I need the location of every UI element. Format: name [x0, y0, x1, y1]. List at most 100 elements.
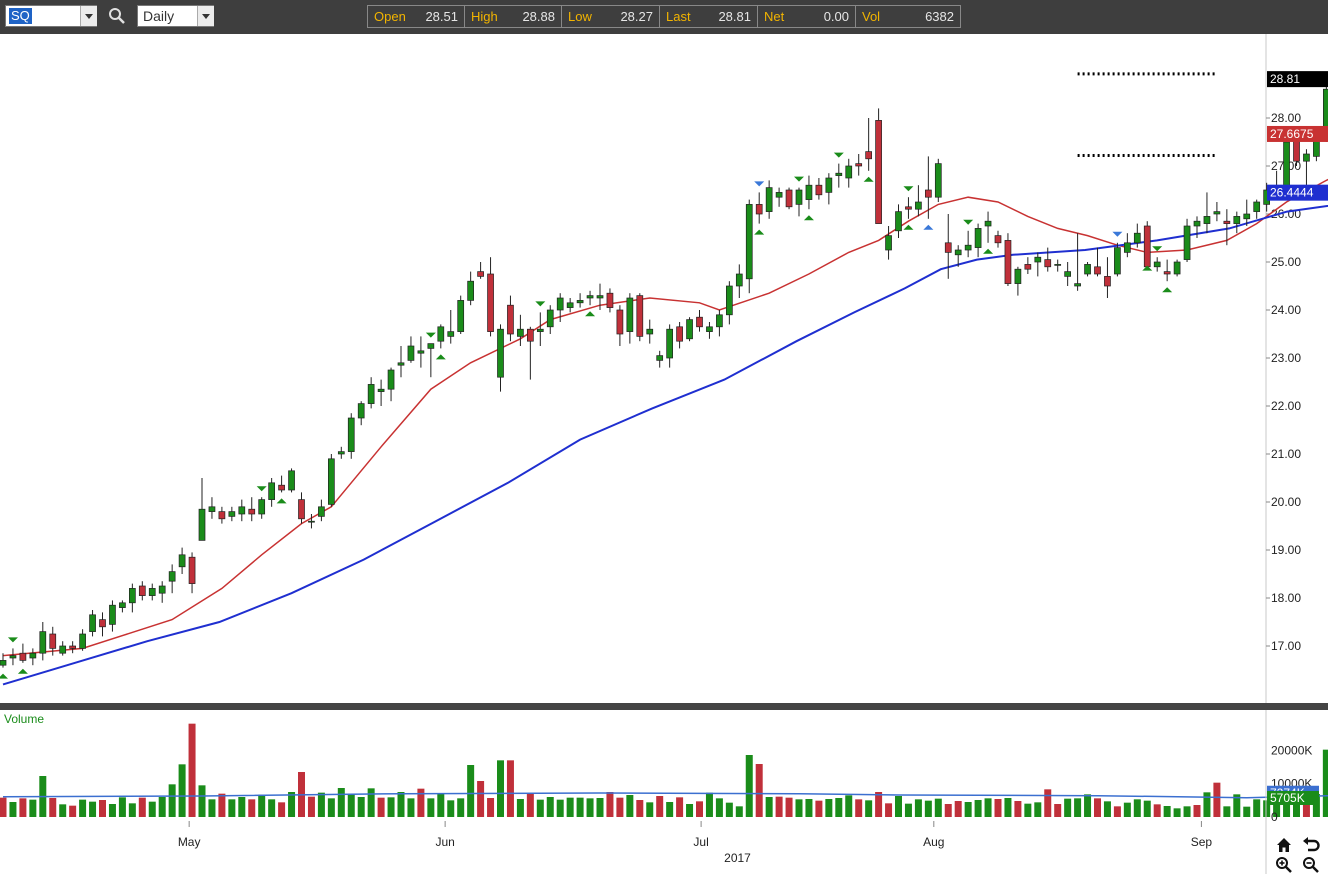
undo-icon[interactable]: [1302, 836, 1320, 854]
candle: [646, 319, 654, 344]
pivot-markers: [0, 152, 1173, 679]
volume-bar: [924, 800, 932, 817]
symbol-dropdown-button[interactable]: [80, 6, 97, 26]
candle-body: [1044, 259, 1052, 268]
candle: [427, 343, 435, 378]
candle: [924, 156, 932, 219]
home-icon[interactable]: [1275, 836, 1293, 854]
candle: [944, 214, 952, 279]
candle: [765, 180, 773, 219]
candle: [616, 305, 624, 346]
candle: [1253, 199, 1261, 219]
volume-bar: [367, 788, 375, 817]
price-chart[interactable]: 17.00 18.00 19.00 20.00 21.00 22.00 23.00 24.00…: [0, 34, 1328, 703]
volume-bar: [815, 800, 823, 817]
candle-body: [437, 326, 445, 342]
quote-bar: Open 28.51 High 28.88 Low 28.27 Last 28.…: [367, 5, 961, 28]
candle-body: [855, 163, 863, 167]
volume-bar: [377, 797, 385, 817]
candle: [198, 478, 206, 541]
quote-last: Last 28.81: [660, 6, 758, 27]
volume-bar: [1253, 799, 1261, 817]
candle: [656, 350, 664, 368]
volume-bar: [128, 803, 136, 817]
symbol-value[interactable]: SQ: [9, 8, 32, 24]
candle-body: [308, 520, 315, 523]
candle-body: [268, 482, 275, 500]
volume-bar: [99, 800, 106, 817]
candle-body: [507, 304, 514, 335]
candle: [397, 346, 405, 378]
year-label: 2017: [724, 851, 751, 865]
candle: [1034, 252, 1042, 277]
candle: [377, 379, 385, 406]
volume-bar: [845, 795, 853, 817]
candle-body: [954, 249, 962, 256]
zoom-in-icon[interactable]: [1275, 856, 1293, 874]
volume-chart[interactable]: 20000K10000K07274K5705K MayJunJulAugSepO…: [0, 710, 1328, 874]
volume-bar: [357, 797, 365, 817]
volume-bar: [168, 784, 176, 817]
price-label-text: 26.4444: [1270, 186, 1314, 200]
candle-body: [1163, 271, 1171, 275]
pivot-low-marker: [903, 224, 914, 230]
volume-bar: [984, 798, 992, 817]
volume-bar: [437, 793, 445, 817]
volume-bar: [1243, 806, 1251, 817]
pane-separator[interactable]: [0, 703, 1328, 710]
volume-bar: [1133, 799, 1141, 817]
volume-bar: [974, 800, 982, 817]
candle-body: [1173, 261, 1181, 275]
pivot-low-marker: [1162, 287, 1173, 293]
candle: [148, 583, 156, 601]
candle-body: [1303, 153, 1310, 162]
volume-bar: [944, 804, 952, 817]
candle: [1163, 259, 1171, 282]
volume-bar: [1103, 801, 1111, 817]
candle-body: [258, 499, 266, 515]
candle-body: [765, 187, 773, 212]
candle-body: [735, 273, 743, 287]
candle-body: [377, 388, 385, 392]
period-dropdown-button[interactable]: [197, 6, 214, 26]
pivot-low-marker: [585, 311, 596, 317]
candle: [357, 401, 365, 426]
candle: [168, 564, 176, 594]
candle-body: [1024, 264, 1032, 270]
candle-body: [536, 328, 544, 332]
candle-body: [288, 470, 295, 491]
candle-body: [1094, 266, 1101, 275]
volume-bar: [954, 801, 962, 817]
volume-bar: [407, 798, 415, 817]
volume-bar: [198, 785, 206, 817]
candle-body: [109, 604, 116, 625]
candle-body: [666, 328, 674, 359]
volume-bar: [1044, 789, 1052, 817]
candle-body: [1114, 247, 1121, 275]
period-select[interactable]: Daily: [137, 5, 214, 27]
volume-bar: [785, 797, 793, 817]
volume-bar: [238, 797, 246, 817]
candle-body: [944, 242, 952, 253]
volume-bar: [228, 799, 236, 817]
candle: [745, 199, 753, 294]
search-icon[interactable]: [108, 7, 126, 25]
price-tick-label: 25.00: [1271, 255, 1301, 269]
candle: [1193, 216, 1201, 238]
candle-body: [407, 345, 415, 361]
volume-bar: [1094, 798, 1101, 817]
symbol-input[interactable]: SQ: [5, 5, 97, 27]
candle: [895, 204, 902, 238]
candle: [477, 262, 484, 279]
date-tick-label: May: [178, 835, 201, 849]
volume-bar: [795, 799, 803, 817]
candle-body: [517, 328, 524, 337]
candle: [308, 514, 315, 529]
candle-body: [49, 633, 57, 649]
zoom-out-icon[interactable]: [1302, 856, 1320, 874]
candle-body: [447, 331, 455, 337]
candle-body: [566, 302, 574, 308]
candle-body: [178, 554, 186, 568]
volume-bar: [835, 798, 843, 817]
pivot-low-marker: [923, 224, 934, 230]
